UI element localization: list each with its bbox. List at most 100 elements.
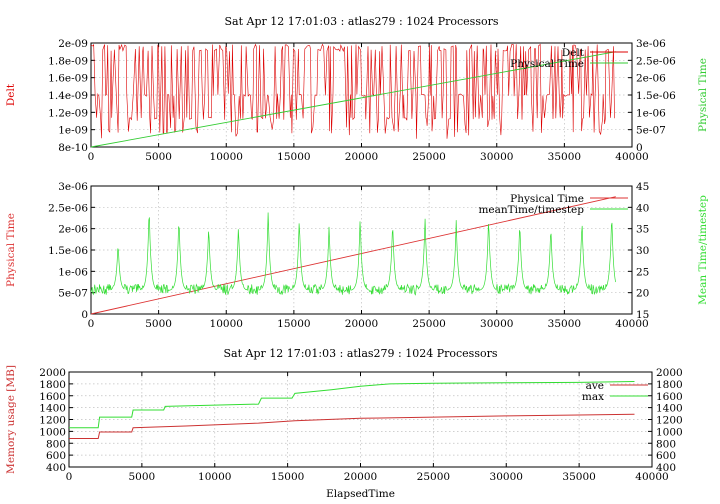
- x-tick-label: 0: [88, 151, 95, 163]
- y2-tick-label: 600: [656, 450, 676, 462]
- x-tick-label: 10000: [198, 471, 231, 483]
- x-tick-label: 25000: [412, 151, 445, 163]
- chart-2: 0 5000 10000 15000 20000 25000 30000 35000 40000…: [5, 181, 709, 330]
- y2-tick-label: 45: [636, 181, 649, 193]
- legend-label: Physical Time: [510, 193, 584, 205]
- y-tick-label: 2000: [39, 367, 66, 379]
- y2-tick-label: 0: [636, 142, 643, 154]
- y-tick-label: 1e-09: [58, 125, 88, 137]
- y2-tick-label: 15: [636, 309, 649, 321]
- x-tick-label: 40000: [635, 471, 668, 483]
- x-tick-label: 30000: [480, 318, 513, 330]
- y2-tick-label: 1.5e-06: [636, 90, 676, 102]
- x-axis-label: ElapsedTime: [326, 488, 395, 500]
- y2-tick-label: 35: [636, 224, 649, 236]
- y-tick-label: 2.5e-06: [48, 202, 88, 214]
- y-tick-label: 1.5e-06: [48, 245, 88, 257]
- y-tick-label: 1.8e-09: [48, 55, 88, 67]
- x-tick-label: 5000: [145, 318, 172, 330]
- y-tick-label: 400: [46, 462, 66, 474]
- x-tick-label: 35000: [548, 318, 581, 330]
- y2-tick-label: 1800: [656, 379, 683, 391]
- plot-frame: [90, 42, 633, 148]
- y-axis-label: Physical Time: [5, 213, 17, 287]
- series-line-ave: [69, 413, 635, 439]
- y-tick-label: 3e-06: [58, 181, 88, 193]
- y2-tick-label: 1200: [656, 415, 683, 427]
- y-tick-label: 1800: [39, 379, 66, 391]
- y2-tick-label: 20: [636, 288, 649, 300]
- y-tick-label: 1.2e-09: [48, 107, 88, 119]
- chart-title: Sat Apr 12 17:01:03 : atlas279 : 1024 Pr…: [224, 15, 498, 28]
- x-tick-label: 15000: [271, 471, 304, 483]
- y-tick-label: 1400: [39, 403, 66, 415]
- x-tick-label: 0: [88, 318, 95, 330]
- x-tick-label: 30000: [480, 151, 513, 163]
- x-tick-label: 20000: [345, 318, 378, 330]
- y2-tick-label: 1000: [656, 426, 683, 438]
- x-tick-label: 0: [66, 471, 73, 483]
- y2-axis-label: Physical Time: [697, 58, 709, 132]
- series-line-physical-time: [90, 51, 616, 148]
- y2-tick-label: 400: [656, 462, 676, 474]
- legend-label: max: [582, 391, 604, 403]
- x-tick-label: 5000: [129, 471, 156, 483]
- y2-tick-label: 40: [636, 202, 649, 214]
- x-tick-label: 5000: [145, 151, 172, 163]
- x-tick-label: 20000: [344, 471, 377, 483]
- x-tick-label: 40000: [615, 151, 648, 163]
- y-tick-label: 1000: [39, 426, 66, 438]
- x-tick-label: 15000: [277, 318, 310, 330]
- series-line-mean-time: [90, 212, 616, 296]
- plot-frame: [68, 371, 653, 468]
- y-tick-label: 0: [81, 309, 88, 321]
- y2-tick-label: 2.5e-06: [636, 55, 676, 67]
- x-tick-label: 25000: [417, 471, 450, 483]
- x-tick-label: 10000: [210, 151, 243, 163]
- x-tick-label: 35000: [548, 151, 581, 163]
- y2-tick-label: 2e-06: [636, 73, 666, 85]
- x-tick-label: 25000: [412, 318, 445, 330]
- x-tick-label: 15000: [277, 151, 310, 163]
- x-tick-label: 35000: [562, 471, 595, 483]
- y2-tick-label: 1e-06: [636, 107, 666, 119]
- y-tick-label: 1e-06: [58, 266, 88, 278]
- plot-frame: [90, 185, 633, 315]
- y2-tick-label: 2000: [656, 367, 683, 379]
- chart-1: 0 5000 10000 15000 20000 25000 30000 35000 40000…: [5, 15, 709, 163]
- y2-tick-label: 5e-07: [636, 125, 666, 137]
- legend-label: Physical Time: [510, 58, 584, 70]
- y-tick-label: 5e-07: [58, 288, 88, 300]
- legend-label: ave: [586, 380, 604, 392]
- y2-tick-label: 30: [636, 245, 649, 257]
- y-axis-label: Memory usage [MB]: [5, 365, 17, 474]
- y-tick-label: 800: [46, 438, 66, 450]
- chart-3: 0 5000 10000 15000 20000 25000 30000 35000 40000…: [5, 347, 683, 500]
- x-tick-label: 40000: [615, 318, 648, 330]
- y2-axis-label: Mean Time/timestep: [697, 195, 709, 305]
- y-tick-label: 1.4e-09: [48, 90, 88, 102]
- y2-tick-label: 1600: [656, 391, 683, 403]
- y2-tick-label: 1400: [656, 403, 683, 415]
- y-axis-label: Delt: [5, 83, 17, 106]
- y-tick-label: 2e-09: [58, 38, 88, 50]
- y2-tick-label: 3e-06: [636, 38, 666, 50]
- y-tick-label: 1.6e-09: [48, 73, 88, 85]
- series-line-physical-time: [90, 196, 616, 315]
- series-line-max: [69, 381, 635, 429]
- chart-title: Sat Apr 12 17:01:03 : atlas279 : 1024 Pr…: [223, 347, 497, 360]
- legend-label: meanTime/timestep: [478, 204, 584, 216]
- series-line-delt: [90, 43, 615, 139]
- y-tick-label: 1200: [39, 415, 66, 427]
- x-tick-label: 10000: [210, 318, 243, 330]
- y2-tick-label: 25: [636, 266, 649, 278]
- y-tick-label: 8e-10: [58, 142, 88, 154]
- y-tick-label: 600: [46, 450, 66, 462]
- y-tick-label: 2e-06: [58, 224, 88, 236]
- y-tick-label: 1600: [39, 391, 66, 403]
- legend-label: Delt: [562, 47, 585, 59]
- x-tick-label: 30000: [490, 471, 523, 483]
- y2-tick-label: 800: [656, 438, 676, 450]
- x-tick-label: 20000: [345, 151, 378, 163]
